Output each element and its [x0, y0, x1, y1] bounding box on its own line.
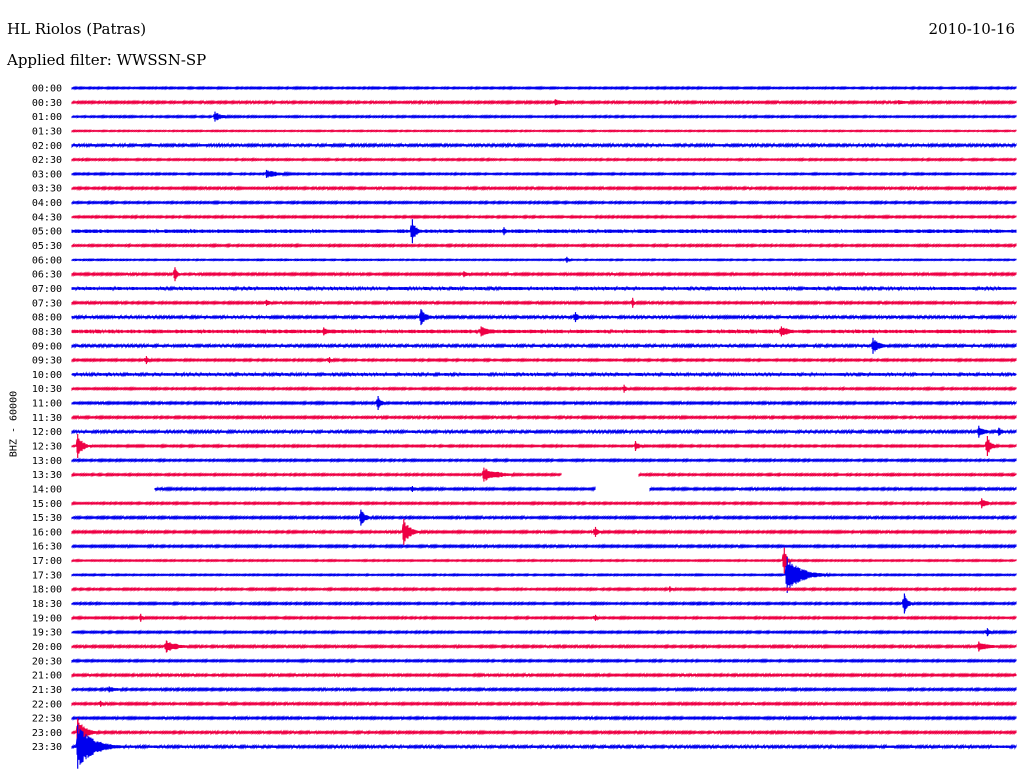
trace-row [71, 628, 1017, 636]
row-time-label: 10:30 [32, 384, 62, 395]
trace-row [71, 385, 1017, 392]
trace-row [71, 427, 1017, 437]
row-time-label: 16:00 [32, 527, 62, 538]
row-time-label: 00:30 [32, 98, 62, 109]
row-time-label: 03:00 [32, 169, 62, 180]
trace-row [71, 438, 1017, 454]
station-title: HL Riolos (Patras) [7, 20, 147, 38]
trace-row [71, 715, 1017, 722]
row-time-label: 22:30 [32, 714, 62, 725]
row-time-label: 15:30 [32, 513, 62, 524]
trace-row [71, 224, 1017, 238]
row-time-label: 02:30 [32, 155, 62, 166]
row-time-label: 11:30 [32, 413, 62, 424]
trace-row [71, 199, 1017, 206]
trace-row [71, 595, 1017, 612]
trace-row [71, 728, 1017, 765]
trace-row [71, 719, 1017, 746]
row-time-label: 22:00 [32, 699, 62, 710]
row-time-label: 03:30 [32, 184, 62, 195]
trace-row [71, 142, 1017, 149]
trace-row [71, 640, 1017, 653]
trace-row [71, 357, 1017, 363]
trace-row [71, 414, 1017, 421]
trace-row [71, 157, 1017, 163]
trace-row [71, 672, 1017, 679]
row-time-label: 23:30 [32, 742, 62, 753]
row-time-label: 06:00 [32, 255, 62, 266]
row-time-label: 09:00 [32, 341, 62, 352]
trace-row [71, 257, 1017, 263]
trace-row [71, 85, 1017, 91]
trace-row [71, 242, 1017, 249]
row-time-label: 21:30 [32, 685, 62, 696]
trace-row [71, 129, 1017, 133]
row-time-label: 04:30 [32, 212, 62, 223]
row-time-label: 20:30 [32, 656, 62, 667]
row-time-label: 18:00 [32, 585, 62, 596]
row-time-label: 16:30 [32, 542, 62, 553]
row-time-label: 13:30 [32, 470, 62, 481]
trace-row [71, 522, 1017, 542]
row-time-label: 08:00 [32, 313, 62, 324]
filter-label: Applied filter: WWSSN-SP [7, 51, 207, 69]
trace-row [71, 398, 1017, 408]
row-time-label: 17:00 [32, 556, 62, 567]
row-time-label: 12:30 [32, 442, 62, 453]
row-time-label: 15:00 [32, 499, 62, 510]
record-date: 2010-10-16 [928, 20, 1015, 38]
row-time-label: 09:30 [32, 356, 62, 367]
trace-row [71, 112, 1017, 121]
row-time-label: 05:30 [32, 241, 62, 252]
trace-row [154, 486, 1017, 492]
trace-row [71, 340, 1017, 352]
row-time-label: 19:00 [32, 613, 62, 624]
trace-row [71, 586, 1017, 593]
row-time-label: 18:30 [32, 599, 62, 610]
row-time-label: 00:00 [32, 84, 62, 95]
trace-row [71, 371, 1017, 378]
trace-row [71, 299, 1017, 307]
row-time-label: 21:00 [32, 671, 62, 682]
trace-row [71, 614, 1017, 621]
trace-row [71, 553, 1017, 568]
row-time-label: 17:30 [32, 570, 62, 581]
row-time-label: 12:00 [32, 427, 62, 438]
trace-row [71, 214, 1017, 220]
trace-row [71, 686, 1017, 693]
row-time-label: 04:00 [32, 198, 62, 209]
trace-row [71, 457, 1017, 464]
row-time-label: 20:00 [32, 642, 62, 653]
row-time-label: 05:00 [32, 227, 62, 238]
row-time-label: 08:30 [32, 327, 62, 338]
row-time-label: 06:30 [32, 270, 62, 281]
row-time-label: 11:00 [32, 399, 62, 410]
trace-row [71, 309, 1017, 325]
trace-row [71, 99, 1017, 106]
trace-row [71, 468, 1017, 481]
row-time-label: 07:30 [32, 298, 62, 309]
trace-row [71, 267, 1017, 281]
row-time-label: 01:00 [32, 112, 62, 123]
trace-row [71, 510, 1017, 525]
row-time-label: 14:00 [32, 484, 62, 495]
row-time-label: 01:30 [32, 126, 62, 137]
trace-row [71, 285, 1017, 292]
trace-row [71, 185, 1017, 192]
row-time-label: 10:00 [32, 370, 62, 381]
row-time-label: 23:00 [32, 728, 62, 739]
trace-row [71, 561, 1017, 589]
trace-row [71, 170, 1017, 178]
row-time-label: 02:00 [32, 141, 62, 152]
trace-row [71, 543, 1017, 550]
row-time-label: 13:00 [32, 456, 62, 467]
row-time-label: 07:00 [32, 284, 62, 295]
trace-row [71, 499, 1017, 508]
trace-row [71, 327, 1017, 336]
trace-row [71, 657, 1017, 664]
row-time-label: 19:30 [32, 628, 62, 639]
trace-row [71, 700, 1017, 707]
